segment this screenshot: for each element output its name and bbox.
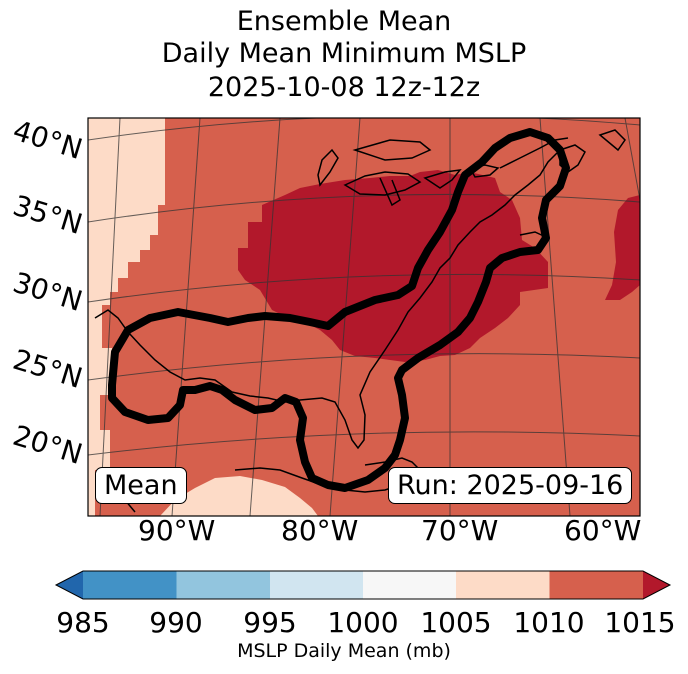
colorbar-tick-1015: 1015 (604, 606, 676, 639)
lon-label-80w: 80°W (281, 514, 359, 547)
field-1005-1010-west (88, 118, 165, 516)
mean-label: Mean (95, 467, 187, 504)
colorbar-outline (54, 570, 672, 600)
colorbar-label: MSLP Daily Mean (mb) (237, 640, 451, 662)
colorbar-bin-995-1000 (270, 571, 363, 599)
colorbar-under-arrow (56, 571, 83, 599)
lon-label-90w: 90°W (138, 514, 216, 547)
colorbar-tick-1000: 1000 (327, 606, 399, 639)
colorbar-tick-995: 995 (243, 606, 297, 639)
field-1015-plus-east (605, 195, 640, 300)
lon-label-60w: 60°W (564, 514, 642, 547)
colorbar-bin-1010-1015 (549, 571, 643, 599)
colorbar-bin-990-995 (176, 571, 270, 599)
colorbar-tick-1005: 1005 (420, 606, 492, 639)
colorbar-bin-1000-1005 (363, 571, 456, 599)
colorbar-tick-1010: 1010 (513, 606, 585, 639)
run-date-label: Run: 2025-09-16 (388, 467, 633, 504)
map-area (88, 118, 640, 516)
colorbar-bin-985-990 (83, 571, 177, 599)
mean-contour (108, 128, 570, 492)
colorbar-tick-985: 985 (56, 606, 110, 639)
title-line-2: Daily Mean Minimum MSLP (161, 38, 527, 69)
lon-label-70w: 70°W (421, 514, 499, 547)
colorbar-tick-990: 990 (149, 606, 203, 639)
colorbar-bin-1005-1010 (456, 571, 550, 599)
colorbar (54, 570, 672, 600)
field-1005-1010-south (160, 476, 318, 516)
title-line-3: 2025-10-08 12z-12z (207, 72, 481, 103)
title-line-1: Ensemble Mean (236, 6, 452, 37)
colorbar-over-arrow (643, 571, 670, 599)
map-border (87, 117, 641, 517)
